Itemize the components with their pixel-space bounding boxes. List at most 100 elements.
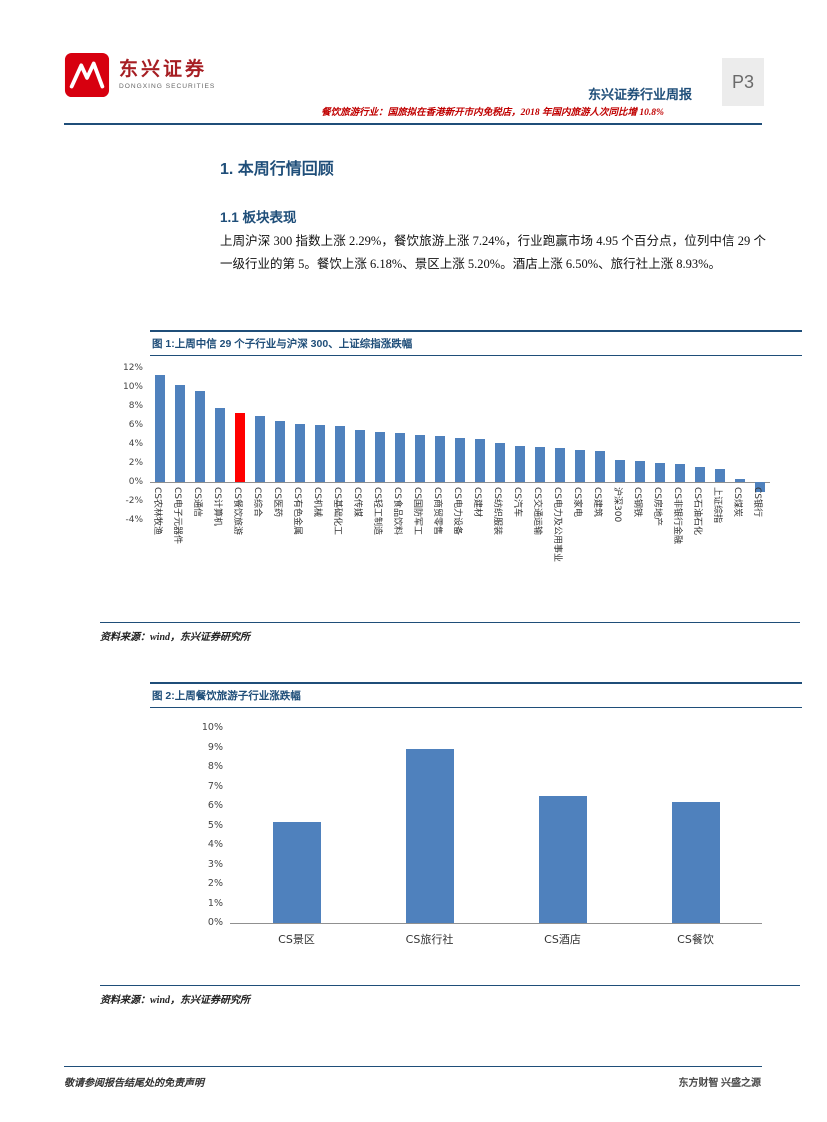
x-axis-category-label: CS旅行社: [405, 933, 454, 946]
y-axis-tick-label: 6%: [128, 420, 143, 430]
bar-CS综合: [255, 415, 265, 482]
y-axis-tick-label: 2%: [128, 458, 143, 468]
x-axis-category-label: CS银行: [752, 487, 762, 517]
x-axis-category-label: CS建材: [472, 487, 482, 517]
bar-CS商贸零售: [435, 436, 445, 482]
y-axis-tick-label: 10%: [201, 722, 223, 733]
x-axis-category-label: CS综合: [252, 487, 262, 517]
y-axis-tick-label: 0%: [207, 917, 223, 928]
y-axis-tick-label: 5%: [207, 819, 223, 831]
bar-CS医药: [275, 421, 285, 482]
x-axis-category-label: CS餐饮旅游: [232, 487, 242, 535]
x-axis-category-label: CS纺织服装: [492, 487, 502, 535]
dongxing-logo-icon: [64, 52, 110, 98]
y-axis-tick-label: -4%: [125, 515, 143, 525]
bar-CS建筑: [595, 450, 605, 482]
y-axis-tick-label: 8%: [128, 401, 143, 411]
x-axis-category-label: CS餐饮: [677, 933, 714, 946]
figure1-title: 图 1:上周中信 29 个子行业与沪深 300、上证综指涨跌幅: [150, 330, 802, 356]
x-axis-category-label: CS计算机: [212, 487, 222, 526]
bar-CS通信: [195, 390, 205, 482]
bar-CS建材: [475, 439, 485, 482]
subsection-heading: 1.1 板块表现: [220, 210, 297, 225]
x-axis-category-label: CS家电: [572, 487, 582, 517]
figure1-source-note: 资料来源：wind，东兴证券研究所: [100, 622, 800, 643]
y-axis-tick-label: 6%: [207, 800, 223, 811]
footer-disclaimer: 敬请参阅报告结尾处的免责声明: [64, 1078, 204, 1089]
logo-en-text: DONGXING SECURITIES: [119, 82, 216, 90]
figure2-source-note: 资料来源：wind，东兴证券研究所: [100, 985, 800, 1006]
x-axis-category-label: CS轻工制造: [372, 487, 382, 535]
x-axis-category-label: CS食品饮料: [392, 487, 402, 535]
report-subtitle: 餐饮旅游行业：国旅拟在香港新开市内免税店，2018 年国内旅游人次同比增 10.…: [321, 108, 664, 118]
y-axis-tick-label: 4%: [207, 839, 223, 850]
bar-CS餐饮旅游: [235, 413, 245, 482]
x-axis-category-label: CS基础化工: [332, 487, 342, 535]
bar-CS有色金属: [295, 424, 305, 482]
x-axis-category-label: 上证综指: [712, 487, 722, 524]
body-paragraph: 上周沪深 300 指数上涨 2.29%，餐饮旅游上涨 7.24%，行业跑赢市场 …: [220, 234, 766, 272]
bar-CS景区: [272, 821, 321, 923]
bar-CS酒店: [538, 796, 587, 923]
bar-CS国防军工: [415, 434, 425, 482]
section-heading: 1. 本周行情回顾: [220, 161, 334, 178]
logo-cn-text: 东兴证券: [119, 59, 208, 81]
x-axis-category-label: CS电力及公用事业: [552, 487, 562, 562]
y-axis-tick-label: 12%: [122, 363, 143, 373]
y-axis-tick-label: 9%: [207, 741, 223, 753]
x-axis-category-label: CS农林牧渔: [152, 487, 162, 535]
figure2-title: 图 2:上周餐饮旅游子行业涨跌幅: [150, 682, 802, 708]
bar-CS石油石化: [695, 466, 705, 482]
x-axis-category-label: CS非银行金融: [672, 487, 682, 544]
x-axis-line: [150, 482, 770, 483]
x-axis-category-label: 沪深300: [612, 487, 622, 523]
x-axis-category-label: CS机械: [312, 487, 322, 517]
bar-CS煤炭: [735, 479, 745, 482]
company-logo: 东兴证券 DONGXING SECURITIES: [64, 52, 215, 98]
y-axis-tick-label: 3%: [207, 858, 223, 870]
y-axis-tick-label: 4%: [128, 439, 143, 449]
bar-CS汽车: [515, 445, 525, 482]
bar-CS房地产: [655, 463, 665, 482]
x-axis-line: [230, 923, 762, 924]
bar-CS机械: [315, 425, 325, 482]
bar-沪深300: [615, 460, 625, 482]
y-axis-tick-label: 2%: [207, 878, 223, 889]
x-axis-category-label: CS电力设备: [452, 487, 462, 535]
y-axis-tick-label: 7%: [207, 780, 223, 792]
y-axis-tick-label: 0%: [128, 477, 143, 487]
x-axis-category-label: CS医药: [272, 487, 282, 517]
bar-CS电子元器件: [175, 385, 185, 482]
figure1-bar-chart: 12% 10% 8% 6% 4% 2% 0% -2% -4% CS农林牧渔 CS电子元器件 CS通信 C…: [112, 363, 772, 586]
report-type-title: 东兴证券行业周报: [588, 87, 693, 102]
bar-CS旅行社: [405, 748, 454, 923]
y-axis-tick-label: 10%: [122, 382, 143, 392]
x-axis-category-label: CS钢铁: [632, 487, 642, 517]
x-axis-category-label: CS传媒: [352, 487, 362, 517]
y-axis-tick-label: 1%: [207, 897, 223, 909]
x-axis-category-label: CS建筑: [592, 487, 602, 517]
bar-上证综指: [715, 468, 725, 482]
y-axis-tick-label: 8%: [207, 761, 223, 772]
bar-CS钢铁: [635, 461, 645, 482]
bar-CS银行: [755, 482, 765, 492]
bar-CS纺织服装: [495, 443, 505, 482]
bar-CS传媒: [355, 429, 365, 482]
bar-CS轻工制造: [375, 431, 385, 482]
bar-CS农林牧渔: [155, 374, 165, 482]
x-axis-category-label: CS景区: [278, 933, 315, 946]
bar-CS计算机: [215, 407, 225, 482]
bar-CS电力设备: [455, 438, 465, 482]
x-axis-category-label: CS交通运输: [532, 487, 542, 535]
bar-CS食品饮料: [395, 432, 405, 482]
footer-divider: [64, 1066, 762, 1067]
x-axis-category-label: CS商贸零售: [432, 487, 442, 535]
x-axis-category-label: CS有色金属: [292, 487, 302, 535]
y-axis-tick-label: -2%: [125, 496, 143, 506]
x-axis-category-label: CS房地产: [652, 487, 662, 526]
x-axis-category-label: CS国防军工: [412, 487, 422, 535]
bar-CS餐饮: [671, 802, 720, 923]
header-divider: [64, 123, 762, 125]
x-axis-category-label: CS汽车: [512, 487, 522, 517]
